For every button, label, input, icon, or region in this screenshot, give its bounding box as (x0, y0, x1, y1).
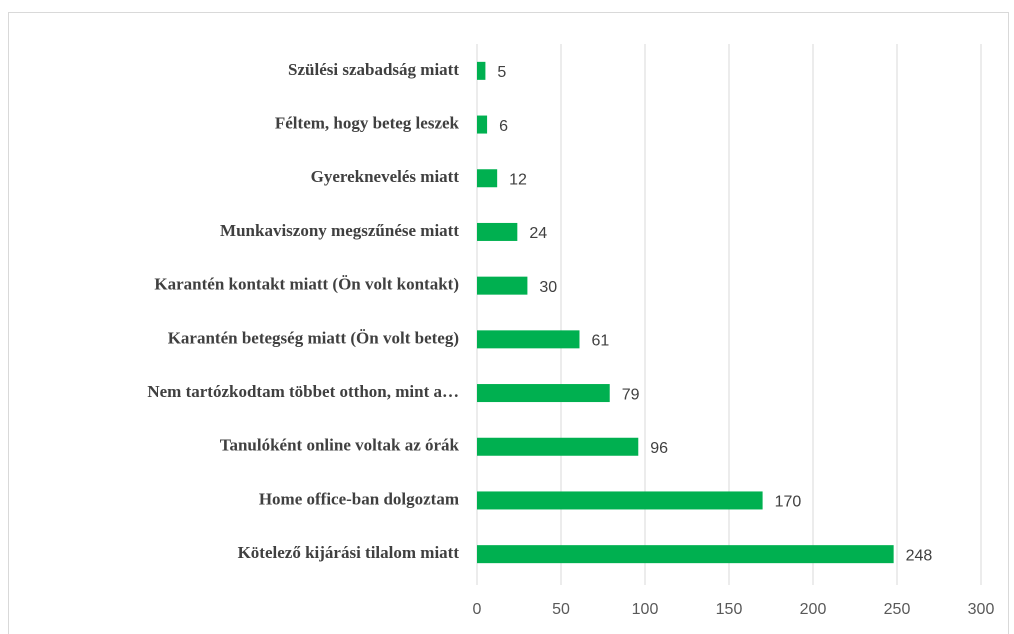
x-tick-label: 200 (800, 601, 827, 618)
y-tick-label: Gyereknevelés miatt (311, 167, 460, 186)
chart-border (8, 12, 1009, 634)
x-tick-label: 0 (473, 601, 482, 618)
value-label: 5 (497, 64, 506, 81)
bar (477, 437, 639, 456)
y-tick-label: Szülési szabadság miatt (288, 60, 459, 79)
x-tick-label: 100 (632, 601, 659, 618)
bar (477, 384, 610, 403)
bar (477, 491, 763, 510)
x-tick-label: 250 (884, 601, 911, 618)
value-label: 170 (775, 494, 802, 511)
y-tick-label: Tanulóként online voltak az órák (220, 436, 460, 455)
value-label: 24 (529, 225, 547, 242)
bar (477, 61, 486, 80)
value-label: 61 (591, 333, 609, 350)
x-tick-label: 50 (552, 601, 570, 618)
value-label: 96 (650, 440, 668, 457)
y-tick-label: Munkaviszony megszűnése miatt (220, 221, 459, 240)
bar (477, 115, 488, 134)
value-label: 79 (622, 386, 640, 403)
y-tick-label: Home office-ban dolgoztam (259, 489, 459, 508)
value-label: 30 (539, 279, 557, 296)
value-label: 6 (499, 118, 508, 135)
y-tick-label: Nem tartózkodtam többet otthon, mint a… (147, 382, 459, 401)
bar (477, 330, 580, 349)
y-tick-label: Karantén kontakt miatt (Ön volt kontakt) (154, 275, 459, 294)
bar (477, 169, 498, 188)
x-tick-label: 300 (968, 601, 995, 618)
y-tick-label: Karantén betegség miatt (Ön volt beteg) (168, 328, 459, 347)
value-label: 248 (906, 547, 933, 564)
y-tick-label: Kötelező kijárási tilalom miatt (238, 543, 460, 562)
value-label: 12 (509, 171, 527, 188)
x-tick-label: 150 (716, 601, 743, 618)
bar (477, 545, 894, 564)
bar (477, 222, 518, 241)
bar (477, 276, 528, 295)
y-tick-label: Féltem, hogy beteg leszek (275, 113, 460, 132)
